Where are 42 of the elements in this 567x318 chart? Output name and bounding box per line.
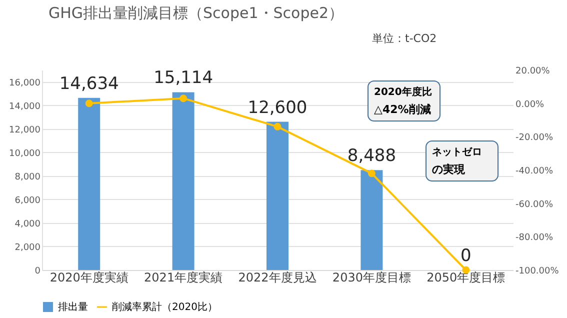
- point: [180, 94, 188, 102]
- y2-tick-label: -60.00%: [516, 200, 554, 210]
- bar: [360, 170, 383, 270]
- annotation: 2020年度比: [374, 86, 432, 98]
- y2-tick-label: -20.00%: [516, 133, 554, 144]
- y-tick-label: 8,000: [14, 172, 41, 182]
- y-tick-label: 16,000: [9, 78, 41, 88]
- y2-tick-label: -80.00%: [516, 233, 554, 244]
- bar: [266, 122, 288, 270]
- data-label: 15,114: [154, 68, 214, 88]
- y2-tick-label: -40.00%: [516, 166, 554, 176]
- legend-label: 排出量: [58, 301, 88, 313]
- y-tick-label: 14,000: [9, 102, 41, 112]
- y-tick-label: 6,000: [14, 196, 41, 206]
- legend-label: 削減率累計（2020比）: [112, 301, 218, 313]
- x-tick-label: 2020年度実績: [50, 270, 128, 284]
- y2-tick-label: 20.00%: [516, 66, 550, 76]
- bar: [172, 92, 194, 270]
- bar: [78, 98, 100, 270]
- chart-subtitle: 単位：t-CO2: [372, 32, 437, 45]
- point: [368, 170, 376, 178]
- annotation: ネットゼロ: [432, 147, 482, 158]
- y-tick-label: 10,000: [9, 148, 41, 159]
- data-label: 12,600: [248, 98, 308, 118]
- y-tick-label: 12,000: [9, 125, 41, 136]
- y-tick-label: 2,000: [14, 242, 41, 253]
- x-tick-label: 2021年度実績: [144, 270, 223, 284]
- x-tick-label: 2022年度見込: [238, 270, 317, 284]
- data-label: 8,488: [347, 146, 396, 166]
- y2-tick-label: -100.00%: [516, 266, 560, 276]
- data-label: 0: [460, 246, 472, 266]
- y-tick-label: 4,000: [14, 219, 41, 230]
- annotation: の実現: [432, 163, 466, 176]
- point: [274, 122, 282, 130]
- y2-tick-label: 0.00%: [516, 100, 545, 110]
- x-tick-label: 2050年度目標: [426, 270, 506, 284]
- annotation: △42%削減: [374, 103, 431, 116]
- point: [85, 100, 93, 108]
- data-label: 14,634: [59, 74, 119, 94]
- x-tick-label: 2030年度目標: [332, 270, 411, 284]
- y-tick-label: 0: [34, 266, 41, 276]
- chart-title: GHG排出量削減目標（Scope1・Scope2）: [48, 4, 344, 22]
